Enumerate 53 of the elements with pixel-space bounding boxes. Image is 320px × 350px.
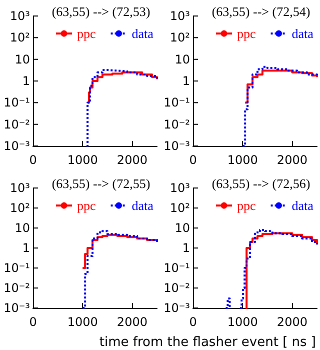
x-tick-label: 1000 bbox=[227, 153, 258, 167]
y-tick-label: 10 bbox=[174, 221, 190, 235]
x-tick-label: 0 bbox=[29, 153, 37, 167]
y-tick-label: 10⁻² bbox=[164, 281, 190, 295]
y-tick-label: 10⁻³ bbox=[164, 139, 190, 153]
y-tick-label: 10 bbox=[14, 221, 30, 235]
x-tick-label: 1000 bbox=[67, 315, 98, 329]
x-tick-label: 1000 bbox=[227, 315, 258, 329]
y-tick-label: 10³ bbox=[10, 181, 30, 195]
chart-title: (63,55) --> (72,54) bbox=[212, 4, 310, 19]
chart-title: (63,55) --> (72,53) bbox=[52, 4, 150, 19]
y-tick-label: 10² bbox=[170, 201, 190, 215]
x-tick-label: 1000 bbox=[67, 153, 98, 167]
y-tick-label: 10⁻² bbox=[4, 117, 30, 132]
legend-label: data bbox=[292, 26, 314, 41]
legend-label: data bbox=[292, 198, 314, 213]
chart-title: (63,55) --> (72,55) bbox=[52, 176, 150, 191]
legend-label: ppc bbox=[237, 26, 256, 41]
y-tick-label: 10 bbox=[174, 52, 190, 66]
x-tick-label: 0 bbox=[189, 315, 197, 329]
x-tick-label: 0 bbox=[189, 153, 197, 167]
y-tick-label: 10⁻² bbox=[164, 117, 190, 132]
y-tick-label: 10⁻¹ bbox=[4, 261, 30, 275]
chart-title: (63,55) --> (72,56) bbox=[212, 176, 310, 191]
y-tick-label: 10⁻³ bbox=[4, 139, 30, 153]
x-tick-label: 2000 bbox=[116, 315, 148, 329]
legend-label: ppc bbox=[237, 198, 256, 213]
y-tick-label: 10⁻¹ bbox=[4, 96, 30, 110]
legend-label: data bbox=[132, 198, 154, 213]
y-tick-label: 10⁻² bbox=[4, 281, 30, 295]
y-tick-label: 10³ bbox=[170, 181, 190, 195]
y-tick-label: 10⁻¹ bbox=[164, 96, 190, 110]
y-tick-label: 10³ bbox=[10, 9, 30, 23]
x-tick-label: 2000 bbox=[276, 153, 308, 167]
y-tick-label: 10 bbox=[14, 52, 30, 66]
y-tick-label: 10² bbox=[10, 201, 30, 215]
y-tick-label: 10³ bbox=[170, 9, 190, 23]
y-tick-label: 1 bbox=[22, 241, 30, 255]
y-tick-label: 10⁻³ bbox=[164, 301, 190, 315]
x-axis-title: time from the flasher event [ ns ] bbox=[99, 335, 316, 350]
x-tick-label: 2000 bbox=[116, 153, 148, 167]
y-tick-label: 1 bbox=[182, 74, 190, 88]
y-tick-label: 10⁻¹ bbox=[164, 261, 190, 275]
y-tick-label: 10⁻³ bbox=[4, 301, 30, 315]
x-tick-label: 2000 bbox=[276, 315, 308, 329]
x-tick-label: 0 bbox=[29, 315, 37, 329]
y-tick-label: 1 bbox=[182, 241, 190, 255]
legend-label: ppc bbox=[77, 198, 96, 213]
legend-label: data bbox=[132, 26, 154, 41]
legend-label: ppc bbox=[77, 26, 96, 41]
y-tick-label: 1 bbox=[22, 74, 30, 88]
y-tick-label: 10² bbox=[170, 30, 190, 45]
y-tick-label: 10² bbox=[10, 30, 30, 45]
